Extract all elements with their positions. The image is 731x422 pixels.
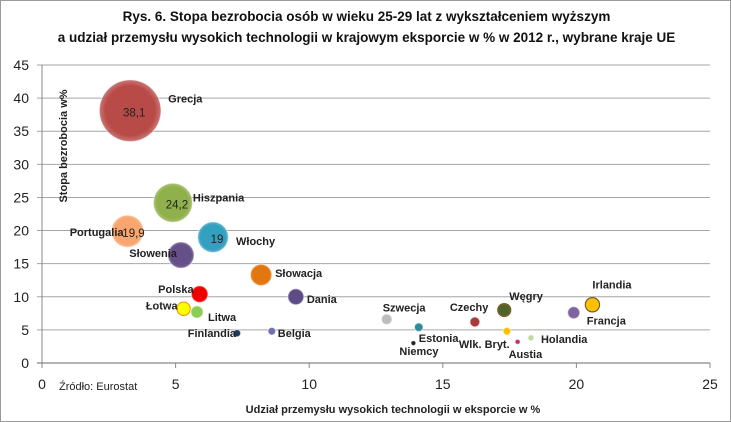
bubble-węgry — [497, 302, 512, 318]
bubble-słowacja — [249, 263, 273, 287]
y-tick-label: 5 — [21, 322, 29, 338]
bubble-francja — [566, 305, 581, 320]
bubble-austia — [514, 338, 521, 346]
bubble-szwecja — [380, 313, 393, 326]
data-label: 24,2 — [166, 200, 188, 212]
point-label: Litwa — [208, 312, 237, 324]
chart-title-line2: a udział przemysłu wysokich technologii … — [57, 30, 676, 45]
chart-title-line1: Rys. 6. Stopa bezrobocia osób w wieku 25… — [122, 9, 611, 24]
point-label: Czechy — [450, 302, 489, 314]
point-label: Hiszpania — [193, 193, 245, 205]
y-tick-label: 30 — [13, 156, 29, 172]
x-tick-label: 15 — [435, 376, 451, 392]
point-label: Francja — [587, 316, 627, 328]
bubble-finlandia — [232, 328, 242, 338]
x-tick-label: 25 — [702, 376, 718, 392]
bubble-estonia — [413, 322, 424, 333]
x-tick-label: 10 — [301, 376, 317, 392]
data-label: 19 — [211, 234, 224, 246]
bubble-dania — [287, 288, 305, 306]
source-note: Źródło: Eurostat — [59, 380, 137, 393]
x-axis-title: Udział przemysłu wysokich technologii w … — [246, 404, 541, 416]
data-label: 38,1 — [123, 108, 145, 120]
x-tick-label: 0 — [38, 376, 46, 392]
bubble-wlk-bryt- — [502, 326, 512, 336]
point-label: Grecja — [168, 94, 203, 106]
bubble-polska — [190, 285, 209, 304]
bubble-czechy — [469, 316, 481, 328]
point-label: Irlandia — [592, 280, 632, 292]
point-label: Niemcy — [399, 346, 439, 358]
point-label: Polska — [158, 284, 194, 296]
bubble-holandia — [527, 334, 535, 342]
bubble-portugalia — [110, 214, 145, 248]
point-label: Belgia — [278, 328, 312, 340]
point-label: Wlk. Bryt. — [459, 339, 510, 351]
bubble-grecja — [98, 79, 162, 143]
point-label: Dania — [307, 294, 338, 306]
y-axis-title: Stopa bezrobocia w% — [58, 89, 70, 202]
point-label: Słowenia — [129, 248, 178, 260]
bubble-włochy — [197, 221, 229, 254]
bubble-słowenia — [167, 241, 195, 269]
point-label: Holandia — [541, 334, 588, 346]
point-label: Estonia — [419, 333, 460, 345]
y-tick-label: 45 — [13, 57, 29, 73]
bubble-niemcy — [410, 340, 417, 347]
point-label: Portugalia — [70, 227, 125, 239]
point-label: Łotwa — [146, 301, 179, 313]
x-tick-label: 5 — [172, 376, 180, 392]
bubble-belgia — [267, 326, 277, 336]
bubble-irlandia — [584, 296, 601, 313]
y-tick-label: 25 — [13, 189, 29, 205]
bubble-łotwa — [176, 301, 191, 316]
point-label: Węgry — [509, 291, 543, 303]
data-label: 19,9 — [122, 228, 144, 240]
y-tick-label: 20 — [13, 223, 29, 239]
bubble-hiszpania — [152, 182, 194, 223]
x-tick-label: 20 — [569, 376, 585, 392]
point-label: Finlandia — [188, 328, 237, 340]
y-tick-label: 0 — [21, 355, 29, 371]
y-tick-label: 40 — [13, 90, 29, 106]
y-tick-label: 10 — [13, 289, 29, 305]
point-label: Włochy — [236, 236, 276, 248]
y-tick-label: 35 — [13, 123, 29, 139]
bubble-litwa — [190, 305, 204, 319]
y-tick-label: 15 — [13, 256, 29, 272]
point-label: Szwecja — [383, 302, 427, 314]
point-label: Słowacja — [275, 268, 323, 280]
point-label: Austia — [509, 349, 543, 361]
